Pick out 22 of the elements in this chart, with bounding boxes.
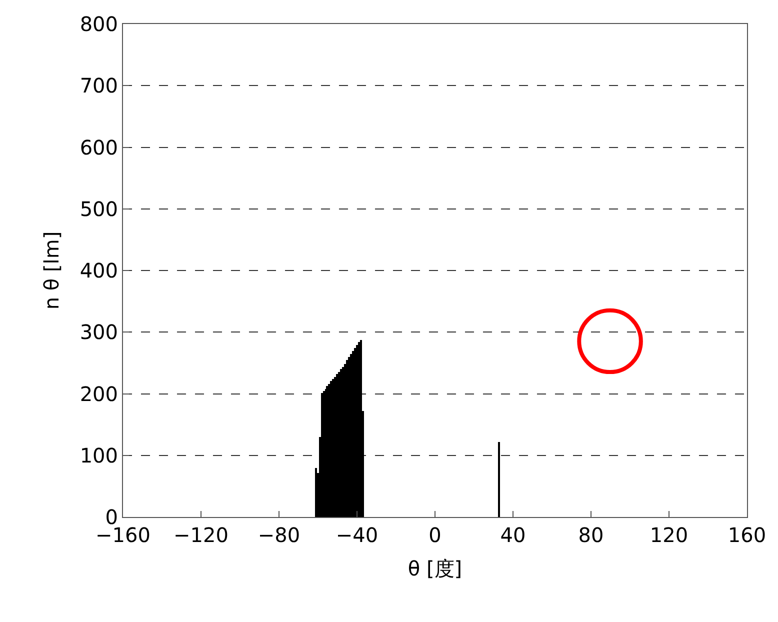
y-axis-title: n θ [lm] <box>39 231 64 310</box>
x-tick-label: 160 <box>728 523 766 547</box>
bar <box>315 468 317 517</box>
bar <box>360 340 362 517</box>
y-tick-label: 500 <box>80 196 118 221</box>
y-tick-label: 600 <box>80 135 118 160</box>
x-tick-label: −80 <box>258 523 300 547</box>
y-tick-label: 100 <box>80 443 118 468</box>
x-tick-label: 0 <box>428 523 442 547</box>
bar <box>321 393 323 517</box>
x-tick-label: −40 <box>336 523 378 547</box>
x-axis-title: θ [度] <box>408 556 462 580</box>
y-tick-label: 800 <box>80 12 118 36</box>
y-tick-label: 400 <box>80 258 118 282</box>
y-tick-label: 700 <box>80 74 118 98</box>
y-tick-label: 200 <box>80 382 118 406</box>
y-tick-label: 300 <box>80 320 118 344</box>
x-tick-label: 40 <box>500 523 526 547</box>
x-tick-label: 120 <box>650 523 688 547</box>
x-tick-label: 80 <box>578 523 604 547</box>
bar <box>498 442 500 517</box>
x-tick-label: −120 <box>174 523 228 547</box>
